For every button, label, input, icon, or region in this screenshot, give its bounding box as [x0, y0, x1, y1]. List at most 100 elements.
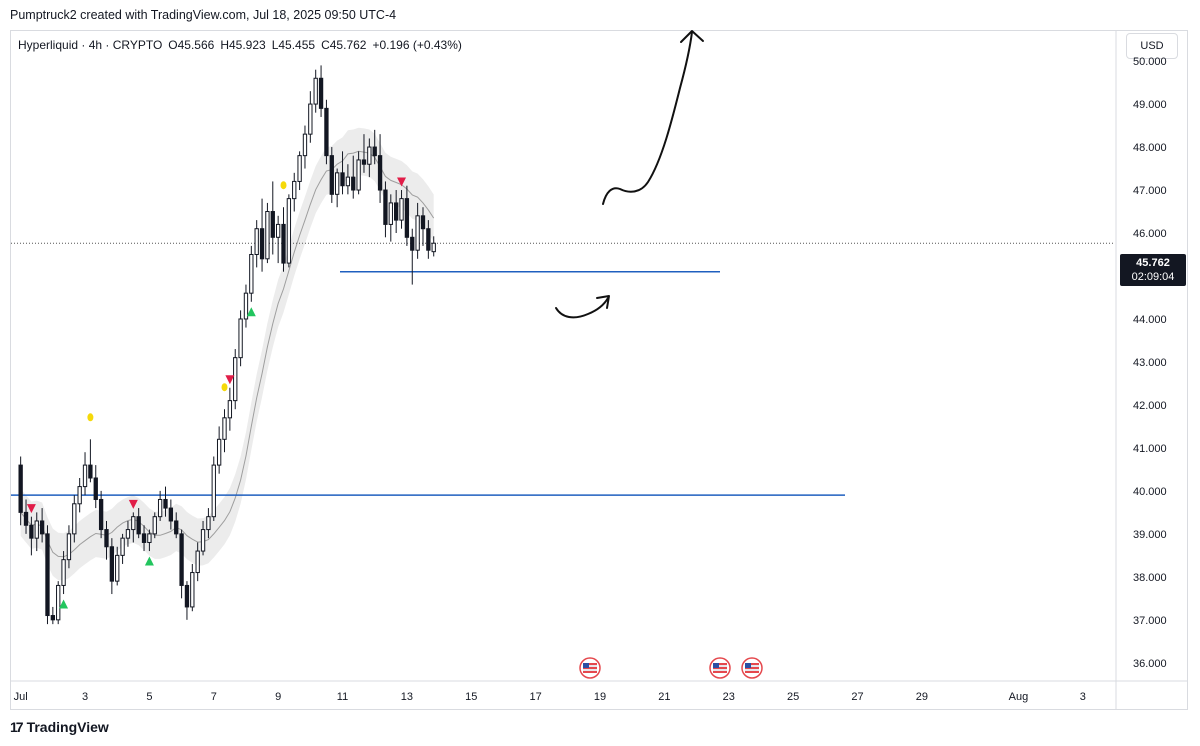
- candle-body: [275, 223, 281, 238]
- signal-dot: [221, 383, 228, 392]
- candle-body: [18, 464, 23, 513]
- candle-body: [351, 176, 356, 191]
- candle-body: [243, 292, 249, 320]
- candle-body: [334, 172, 340, 195]
- candle-body: [399, 198, 404, 221]
- x-tick-label: 3: [1080, 691, 1086, 703]
- candle-body: [324, 107, 329, 157]
- candle-body: [104, 529, 109, 548]
- currency-selector[interactable]: USD: [1126, 33, 1178, 59]
- candle-body: [34, 520, 39, 539]
- candle-body: [249, 253, 254, 294]
- candle-body: [227, 400, 233, 419]
- candle-body: [77, 486, 82, 505]
- candle-body: [431, 242, 436, 253]
- candles: [18, 65, 436, 625]
- y-tick-label: 41.000: [1133, 443, 1167, 455]
- ma-line: [20, 150, 435, 558]
- candle-body: [377, 155, 383, 191]
- candle-body: [259, 228, 265, 260]
- x-tick-label: 19: [594, 691, 606, 703]
- candle-body: [329, 155, 334, 195]
- y-axis: 36.000 37.000 38.000 39.000 40.000 41.000 42.0…: [1133, 56, 1167, 670]
- candle-body: [308, 103, 313, 135]
- chart-attribution: Pumptruck2 created with TradingView.com,…: [10, 8, 397, 22]
- candle-body: [404, 198, 410, 238]
- y-tick-label: 47.000: [1133, 185, 1167, 197]
- candle-body: [415, 215, 420, 251]
- y-tick-label: 49.000: [1133, 99, 1167, 111]
- projection-arrowhead: [680, 30, 704, 43]
- candle-body: [120, 537, 125, 556]
- signal-dot: [87, 413, 94, 422]
- sell-signal-marker: [26, 504, 36, 514]
- candle-body: [345, 176, 351, 187]
- symbol-label[interactable]: Hyperliquid · 4h · CRYPTO: [18, 38, 163, 52]
- x-tick-label: 7: [211, 691, 217, 703]
- candle-body: [141, 533, 147, 543]
- us-event-flag-icon[interactable]: [579, 657, 601, 679]
- tradingview-logo[interactable]: 17 TradingView: [10, 719, 109, 735]
- candle-body: [29, 524, 34, 539]
- candle-body: [39, 520, 45, 535]
- candle-body: [157, 498, 163, 518]
- us-event-flag-icon[interactable]: [709, 657, 731, 679]
- x-tick-label: 9: [275, 691, 281, 703]
- signal-markers: [26, 177, 407, 609]
- x-tick-label: 11: [337, 691, 348, 703]
- candle-body: [50, 615, 56, 621]
- bar-countdown: 02:09:04: [1131, 271, 1175, 283]
- x-tick-label: 5: [146, 691, 152, 703]
- candle-body: [292, 180, 297, 200]
- signal-dot: [280, 181, 287, 190]
- candle-body: [115, 554, 120, 582]
- candle-body: [222, 417, 227, 440]
- candle-body: [23, 511, 29, 526]
- open-value: O45.566: [168, 38, 215, 52]
- chart-frame: [10, 30, 1188, 710]
- bounce-arrow-curve: [555, 297, 609, 319]
- candle-body: [394, 202, 399, 221]
- candle-body: [233, 357, 238, 402]
- y-tick-label: 40.000: [1133, 486, 1167, 498]
- candle-body: [72, 503, 77, 535]
- candle-body: [147, 533, 152, 543]
- y-tick-label: 37.000: [1133, 615, 1167, 627]
- sell-signal-marker: [128, 499, 138, 509]
- candle-body: [184, 584, 190, 608]
- tradingview-logo-icon: 17: [10, 719, 24, 735]
- candle-body: [66, 533, 72, 561]
- candle-body: [297, 155, 302, 182]
- x-tick-label: 29: [916, 691, 928, 703]
- candle-body: [281, 223, 286, 264]
- x-tick-label: Jul: [14, 691, 28, 703]
- current-price-value: 45.762: [1136, 257, 1170, 269]
- candle-body: [361, 159, 367, 165]
- candle-body: [174, 520, 179, 535]
- y-tick-label: 42.000: [1133, 400, 1167, 412]
- candle-body: [340, 172, 345, 187]
- candle-body: [45, 533, 50, 617]
- sell-signal-marker: [397, 177, 407, 187]
- sell-signal-marker: [225, 375, 235, 385]
- y-tick-label: 36.000: [1133, 658, 1167, 670]
- change-value: +0.196 (+0.43%): [372, 38, 462, 52]
- candle-body: [163, 498, 168, 509]
- x-tick-label: Aug: [1009, 691, 1029, 703]
- x-tick-label: 3: [82, 691, 88, 703]
- buy-signal-marker: [246, 307, 256, 317]
- moving-average-band: [20, 127, 435, 581]
- y-tick-label: 46.000: [1133, 228, 1167, 240]
- x-tick-label: 23: [723, 691, 735, 703]
- x-tick-label: 15: [465, 691, 477, 703]
- us-event-flag-icon[interactable]: [741, 657, 763, 679]
- candle-body: [88, 464, 93, 479]
- projection-arrow-curve: [602, 31, 693, 205]
- support-lines: [11, 270, 845, 496]
- candle-body: [206, 516, 211, 531]
- candle-body: [420, 215, 426, 230]
- candle-body: [109, 546, 115, 582]
- candle-body: [383, 189, 388, 225]
- candle-body: [152, 516, 157, 535]
